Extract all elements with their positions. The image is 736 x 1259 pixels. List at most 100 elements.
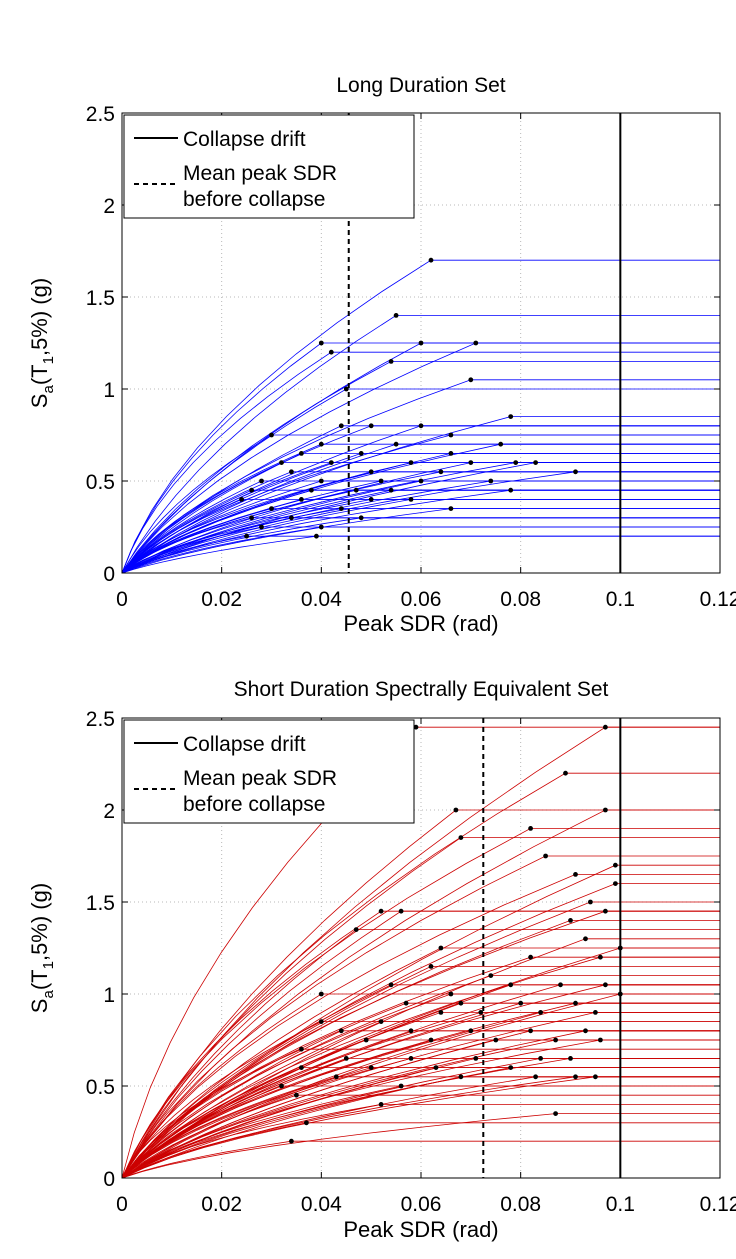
collapse-point: [428, 257, 434, 263]
collapse-point: [269, 506, 274, 511]
collapse-point: [353, 927, 359, 932]
collapse-point: [528, 826, 533, 831]
collapse-point: [249, 487, 255, 493]
ida-curve: [121, 1058, 720, 1179]
collapse-point: [418, 478, 424, 484]
collapse-point: [368, 423, 374, 429]
collapse-point: [398, 908, 404, 914]
collapse-point: [508, 1065, 514, 1070]
collapse-point: [314, 533, 319, 539]
ida-curve: [121, 526, 720, 574]
collapse-point: [468, 1028, 474, 1034]
collapse-point: [553, 1111, 558, 1116]
ida-curve: [121, 1058, 720, 1179]
collapse-point: [299, 451, 304, 456]
ida-curve: [121, 526, 720, 574]
legend-label-mean-1: Mean peak SDR: [183, 162, 337, 185]
collapse-point: [533, 1074, 538, 1080]
collapse-point: [473, 340, 479, 346]
collapse-point: [403, 1000, 409, 1006]
ida-curve: [121, 259, 720, 574]
collapse-point: [568, 918, 573, 923]
ida-curve: [121, 726, 720, 1179]
collapse-point: [488, 478, 494, 484]
y-tick-label: 2.5: [86, 708, 115, 731]
ida-curve: [121, 315, 720, 574]
collapse-point: [393, 441, 399, 447]
collapse-point: [318, 441, 324, 447]
ida-curve: [121, 1039, 720, 1179]
collapse-point: [508, 487, 514, 493]
y-tick-label: 0: [103, 563, 115, 586]
collapse-point: [333, 1074, 339, 1080]
collapse-point: [593, 1010, 598, 1015]
collapse-point: [533, 460, 538, 465]
collapse-point: [478, 1010, 484, 1015]
collapse-point: [553, 1037, 558, 1043]
collapse-point: [398, 1083, 404, 1089]
ida-curve: [121, 809, 720, 1179]
ida-curve: [121, 342, 720, 574]
collapse-point: [388, 359, 394, 364]
collapse-point: [428, 1037, 434, 1043]
ida-curve: [121, 993, 720, 1179]
y-tick-label: 0: [103, 1168, 115, 1191]
x-tick-label: 0.1: [606, 1193, 635, 1216]
ida-curve: [121, 499, 720, 574]
collapse-point: [388, 982, 394, 988]
ida-curve: [121, 910, 720, 1179]
legend-box-1: [123, 114, 415, 219]
panel-long-duration: Long Duration Set 0 0.02 0.04 0.06 0.08 0.1 0.…: [27, 74, 736, 636]
collapse-point: [448, 451, 454, 456]
ida-curve: [121, 1012, 720, 1179]
collapse-point: [413, 724, 419, 730]
ida-curve: [121, 489, 720, 574]
collapse-point: [558, 982, 563, 988]
collapse-point: [318, 524, 324, 530]
collapse-point: [583, 936, 588, 942]
ida-curve: [121, 1113, 720, 1179]
traces-1: [121, 259, 720, 574]
ida-curve: [121, 1085, 720, 1179]
collapse-point: [388, 487, 394, 493]
collapse-point: [249, 515, 255, 521]
collapse-point: [613, 881, 618, 886]
ida-curve: [121, 535, 720, 574]
ida-curve: [121, 462, 720, 574]
ida-curve: [121, 499, 720, 574]
collapse-point: [613, 862, 618, 868]
collapse-point: [538, 1056, 543, 1061]
collapse-point: [617, 945, 623, 951]
legend-label-collapse-2: Collapse drift: [183, 733, 306, 756]
y-axis-label-2: Sa(T1,5%) (g): [27, 883, 57, 1013]
ida-curve: [121, 1094, 720, 1179]
legend-label-mean-2-1: before collapse: [183, 188, 325, 211]
ida-curve: [121, 425, 720, 574]
ticks-1: 0 0.02 0.04 0.06 0.08 0.1 0.12 0 0.5 1 1.5 2 2.5: [86, 103, 736, 611]
collapse-point: [448, 432, 454, 438]
collapse-point: [538, 1010, 543, 1015]
collapse-point: [573, 872, 578, 877]
ida-curve: [121, 480, 720, 574]
collapse-point: [433, 1065, 439, 1070]
x-tick-label: 0.08: [500, 1193, 541, 1216]
x-tick-label: 0.1: [606, 588, 635, 611]
ida-curve: [121, 993, 720, 1179]
legend-box-2: [123, 719, 415, 824]
x-tick-label: 0.12: [700, 588, 736, 611]
collapse-point: [408, 1028, 414, 1034]
ida-curve: [121, 864, 720, 1179]
collapse-point: [603, 724, 608, 730]
ida-curve: [121, 874, 720, 1179]
collapse-point: [468, 377, 474, 383]
collapse-point: [518, 1000, 524, 1006]
panel-short-duration: Short Duration Spectrally Equivalent Set…: [27, 678, 736, 1242]
collapse-point: [458, 1000, 464, 1006]
collapse-point: [378, 1019, 384, 1024]
collapse-point: [617, 991, 623, 997]
x-tick-label: 0.08: [500, 588, 541, 611]
ida-curve: [121, 984, 720, 1179]
ida-curve: [121, 929, 720, 1179]
collapse-point: [304, 1120, 309, 1126]
